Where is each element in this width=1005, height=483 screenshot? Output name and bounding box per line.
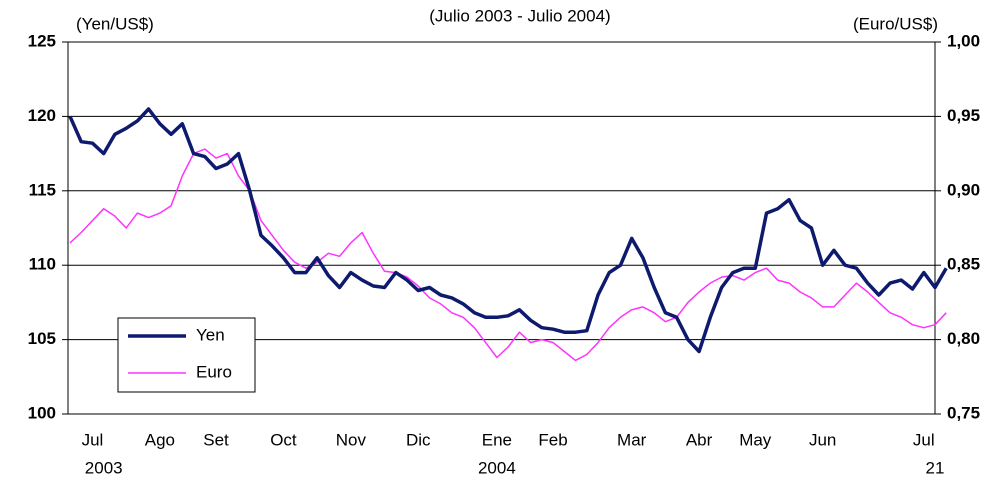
x-tick-label: Ago xyxy=(145,430,175,449)
series-line xyxy=(69,148,947,362)
x-tick-label: Ene xyxy=(482,430,512,449)
y-tick-label: 115 xyxy=(29,180,56,199)
y2-tick-label: 1,00 xyxy=(947,31,980,50)
y2-tick-label: 0,75 xyxy=(947,403,980,422)
x-tick-label: Oct xyxy=(270,430,297,449)
x-tick-label: Feb xyxy=(538,430,567,449)
plot-border xyxy=(67,41,936,415)
x-tick-label: Dic xyxy=(406,430,431,449)
legend-label: Euro xyxy=(196,362,232,381)
x-sublabel: 21 xyxy=(926,458,945,477)
series-line xyxy=(68,107,948,354)
y-tick-label: 100 xyxy=(28,403,56,422)
x-tick-label: Mar xyxy=(617,430,647,449)
x-tick-label: Abr xyxy=(686,430,713,449)
x-tick-label: Jun xyxy=(809,430,836,449)
y2-tick-label: 0,95 xyxy=(947,106,980,125)
x-tick-label: Nov xyxy=(336,430,367,449)
y-tick-label: 125 xyxy=(28,31,56,50)
y2-tick-label: 0,90 xyxy=(947,180,980,199)
y-axis-title: (Yen/US$) xyxy=(76,14,154,33)
y-tick-label: 120 xyxy=(28,106,56,125)
x-tick-label: Jul xyxy=(913,430,935,449)
x-tick-label: May xyxy=(739,430,772,449)
x-sublabel: 2003 xyxy=(85,458,123,477)
y-tick-label: 110 xyxy=(29,255,56,274)
x-sublabel: 2004 xyxy=(478,458,516,477)
y2-tick-label: 0,85 xyxy=(947,255,980,274)
y2-tick-label: 0,80 xyxy=(947,329,980,348)
x-tick-label: Set xyxy=(203,430,229,449)
y-tick-label: 105 xyxy=(28,329,56,348)
legend-box xyxy=(117,317,256,393)
x-tick-label: Jul xyxy=(82,430,104,449)
chart-title: (Julio 2003 - Julio 2004) xyxy=(429,6,610,25)
y2-axis-title: (Euro/US$) xyxy=(853,14,938,33)
legend-label: Yen xyxy=(196,325,225,344)
